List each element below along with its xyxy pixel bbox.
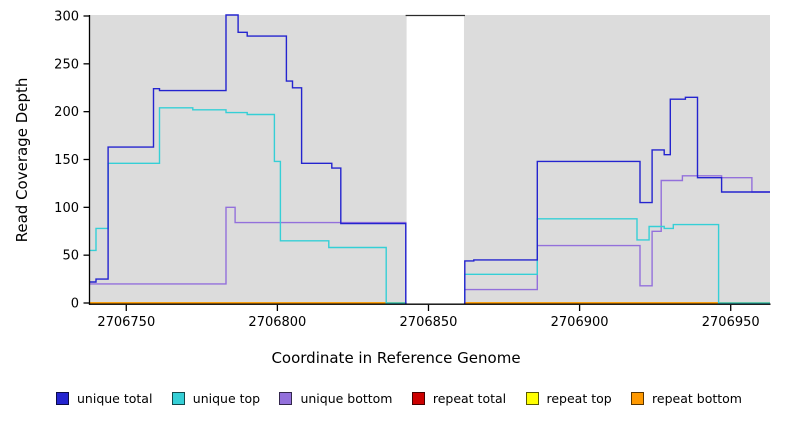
- legend-swatch-icon: [171, 392, 185, 405]
- x-tick-label: 2706950: [702, 315, 760, 330]
- legend-label: unique total: [77, 391, 153, 406]
- y-tick-label: 150: [54, 153, 79, 168]
- x-tick-label: 2706750: [97, 315, 155, 330]
- legend-swatch-icon: [56, 392, 69, 405]
- x-tick-label: 2706900: [551, 315, 609, 330]
- y-tick-label: 200: [54, 105, 79, 120]
- plot-canvas: 0 50 100 150 200 250 300 2706750 2706800 2706850 2…: [13, 10, 771, 330]
- y-axis-title: Read Coverage Depth: [13, 78, 31, 243]
- coverage-gap-band: [406, 14, 464, 304]
- legend-item-repeat-bottom: repeat bottom: [631, 391, 742, 406]
- y-tick-label: 0: [71, 297, 79, 312]
- legend-label: unique bottom: [300, 391, 393, 406]
- legend-item-unique-total: unique total: [56, 391, 152, 406]
- legend-label: repeat top: [546, 391, 612, 406]
- legend-item-unique-bottom: unique bottom: [279, 391, 393, 406]
- legend: unique total unique top unique bottom repea…: [0, 391, 792, 406]
- legend-swatch-icon: [631, 392, 645, 405]
- legend-swatch-icon: [411, 392, 425, 405]
- legend-item-unique-top: unique top: [171, 391, 261, 406]
- series-line-unique-top: [90, 107, 770, 304]
- y-tick-label: 300: [54, 10, 79, 25]
- y-tick-label: 100: [54, 201, 79, 216]
- legend-swatch-icon: [525, 392, 539, 405]
- legend-label: repeat total: [432, 391, 507, 406]
- x-axis-title: Coordinate in Reference Genome: [271, 349, 521, 367]
- series-line-unique-total: [90, 14, 770, 304]
- legend-swatch-icon: [279, 392, 293, 405]
- legend-item-repeat-top: repeat top: [525, 391, 612, 406]
- legend-label: repeat bottom: [652, 391, 742, 406]
- y-tick-label: 50: [62, 249, 79, 264]
- legend-item-repeat-total: repeat total: [411, 391, 507, 406]
- series-line-unique-bottom: [90, 175, 770, 304]
- x-tick-label: 2706800: [248, 315, 306, 330]
- x-tick-label: 2706850: [400, 315, 458, 330]
- y-tick-label: 250: [54, 57, 79, 72]
- legend-label: unique top: [192, 391, 261, 406]
